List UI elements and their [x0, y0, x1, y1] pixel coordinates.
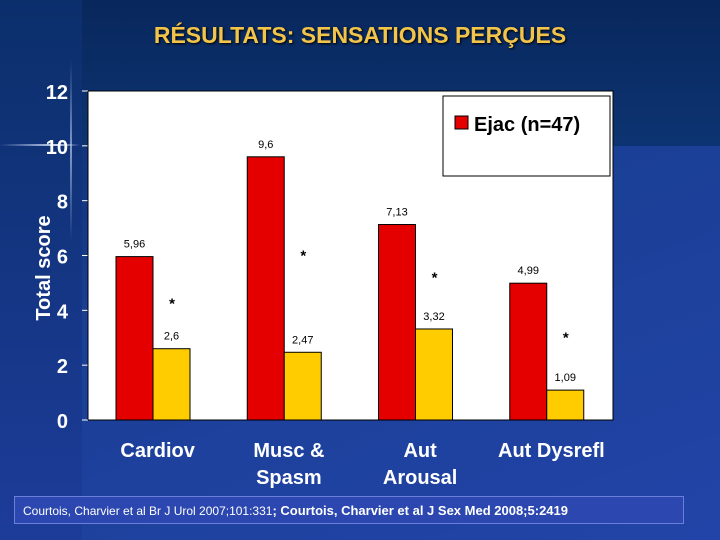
citation-part-1: Courtois, Charvier et al Br J Urol 2007;…	[23, 504, 273, 518]
legend-box	[442, 95, 611, 177]
bar-series-1	[378, 224, 416, 421]
slide-title: RÉSULTATS: SENSATIONS PERÇUES	[153, 22, 567, 48]
data-label-series-1: 5,96	[124, 239, 145, 251]
category-label: Aut Dysrefl	[498, 440, 605, 462]
data-label-series-2: 1,09	[555, 372, 576, 384]
chart-root: 0 2 4 6 8 10 12 Total score 5,96 2,6 * Cardiov 9,6 2,…	[33, 82, 614, 489]
bar-series-1	[246, 156, 285, 421]
legend-label: Ejac (n=47)	[474, 114, 580, 136]
significance-star: *	[300, 248, 306, 265]
category-label: Spasm	[256, 467, 322, 489]
y-tick-label: 12	[46, 82, 68, 104]
y-tick-label: 2	[57, 356, 68, 378]
data-label-series-2: 2,6	[164, 331, 179, 343]
y-tick-label: 4	[57, 301, 69, 323]
y-tick-label: 8	[57, 192, 68, 214]
category-label: Arousal	[383, 467, 457, 489]
bar-series-2	[415, 328, 453, 421]
data-label-series-2: 3,32	[423, 311, 444, 323]
data-label-series-1: 9,6	[258, 139, 273, 151]
bar-series-2	[546, 389, 585, 421]
light-flare-vertical	[70, 60, 72, 240]
light-flare-horizontal	[0, 144, 80, 146]
category-label: Aut	[403, 440, 437, 462]
y-tick-label: 6	[57, 247, 68, 269]
bar-series-1	[509, 282, 548, 421]
bar-series-2	[283, 351, 322, 421]
citation-part-2: ; Courtois, Charvier et al J Sex Med 200…	[272, 503, 568, 518]
data-label-series-2: 2,47	[292, 334, 313, 346]
category-label: Musc &	[253, 440, 324, 462]
y-tick-label: 0	[57, 411, 68, 433]
y-tick-label: 10	[46, 137, 68, 159]
category-label: Cardiov	[120, 440, 195, 462]
data-label-series-1: 4,99	[518, 265, 539, 277]
data-label-series-1: 7,13	[386, 207, 407, 219]
significance-star: *	[563, 330, 569, 347]
bar-series-2	[152, 348, 191, 421]
y-axis-title: Total score	[33, 215, 55, 320]
background-left-band	[0, 0, 82, 540]
significance-star: *	[169, 296, 175, 313]
citation-box: Courtois, Charvier et al Br J Urol 2007;…	[14, 496, 684, 524]
significance-star: *	[432, 270, 438, 287]
bar-series-1	[115, 256, 154, 421]
legend-swatch	[454, 115, 469, 130]
